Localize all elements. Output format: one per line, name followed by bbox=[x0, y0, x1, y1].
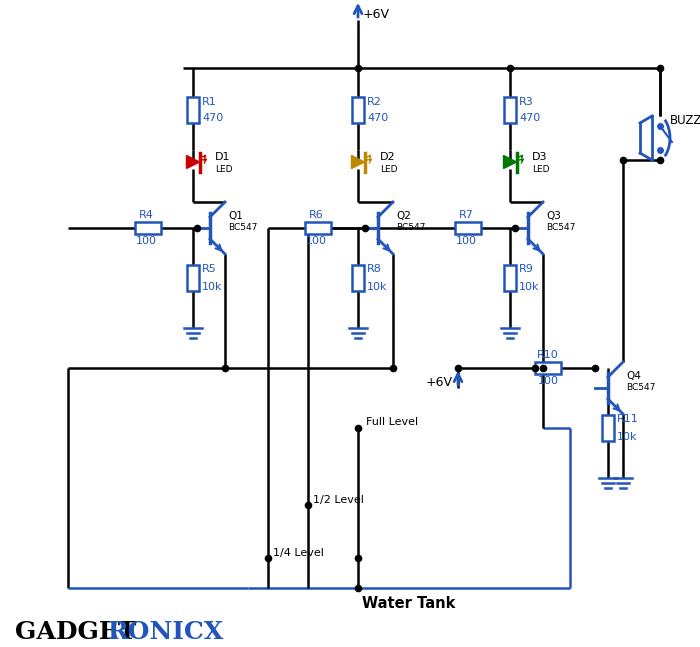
Text: Q3: Q3 bbox=[546, 211, 561, 221]
Text: R5: R5 bbox=[202, 264, 217, 274]
Text: 10k: 10k bbox=[202, 282, 223, 292]
Bar bbox=[535, 362, 561, 374]
Text: R9: R9 bbox=[519, 264, 534, 274]
Text: GADGET: GADGET bbox=[15, 620, 136, 644]
Polygon shape bbox=[351, 155, 365, 168]
Text: R2: R2 bbox=[367, 97, 382, 107]
Text: BC547: BC547 bbox=[626, 382, 655, 391]
Text: +6V: +6V bbox=[426, 375, 453, 388]
Text: Full Level: Full Level bbox=[366, 417, 418, 427]
Text: D1: D1 bbox=[215, 152, 230, 162]
Text: 100: 100 bbox=[538, 376, 559, 386]
Text: Q1: Q1 bbox=[228, 211, 243, 221]
Text: BC547: BC547 bbox=[546, 223, 575, 232]
Text: Q2: Q2 bbox=[396, 211, 411, 221]
Bar bbox=[602, 415, 614, 441]
Bar bbox=[187, 265, 199, 291]
Bar bbox=[187, 97, 199, 123]
Bar bbox=[504, 265, 516, 291]
Text: 470: 470 bbox=[367, 113, 389, 123]
Bar bbox=[455, 222, 481, 234]
Text: R11: R11 bbox=[617, 414, 638, 424]
Bar bbox=[352, 97, 364, 123]
Text: Q4: Q4 bbox=[626, 371, 641, 381]
Polygon shape bbox=[186, 155, 200, 168]
Text: R8: R8 bbox=[367, 264, 382, 274]
Text: LED: LED bbox=[215, 164, 232, 173]
Text: BC547: BC547 bbox=[396, 223, 426, 232]
Text: LED: LED bbox=[380, 164, 398, 173]
Text: 100: 100 bbox=[456, 236, 477, 246]
Polygon shape bbox=[503, 155, 517, 168]
Text: 10k: 10k bbox=[617, 432, 638, 442]
Text: BUZZER: BUZZER bbox=[670, 113, 700, 127]
Text: 10k: 10k bbox=[519, 282, 540, 292]
Text: 470: 470 bbox=[519, 113, 540, 123]
Text: BC547: BC547 bbox=[228, 223, 258, 232]
Text: Water Tank: Water Tank bbox=[363, 597, 456, 611]
Text: R4: R4 bbox=[139, 210, 153, 220]
Text: R7: R7 bbox=[458, 210, 473, 220]
Bar bbox=[504, 97, 516, 123]
Text: R1: R1 bbox=[202, 97, 217, 107]
Text: 1/4 Level: 1/4 Level bbox=[273, 548, 324, 558]
Text: 100: 100 bbox=[305, 236, 326, 246]
Text: D3: D3 bbox=[532, 152, 547, 162]
Bar bbox=[135, 222, 161, 234]
Bar bbox=[352, 265, 364, 291]
Text: LED: LED bbox=[532, 164, 550, 173]
Text: 100: 100 bbox=[136, 236, 157, 246]
Text: R3: R3 bbox=[519, 97, 533, 107]
Text: D2: D2 bbox=[380, 152, 395, 162]
Text: R10: R10 bbox=[537, 350, 559, 360]
Bar bbox=[305, 222, 331, 234]
Text: +6V: +6V bbox=[363, 8, 390, 21]
Text: 1/2 Level: 1/2 Level bbox=[313, 495, 364, 505]
Text: R6: R6 bbox=[309, 210, 323, 220]
Text: RONICX: RONICX bbox=[108, 620, 225, 644]
Text: 470: 470 bbox=[202, 113, 223, 123]
Text: 10k: 10k bbox=[367, 282, 388, 292]
